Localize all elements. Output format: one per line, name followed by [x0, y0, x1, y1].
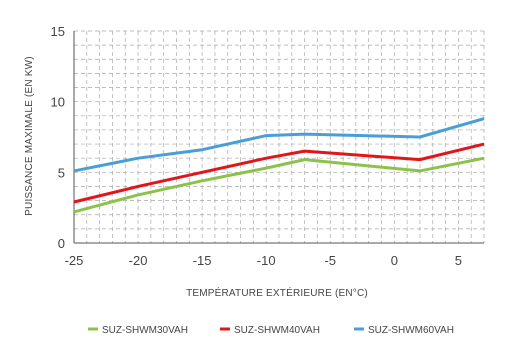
- series-line: [73, 117, 485, 173]
- chart-axes: [73, 31, 484, 244]
- y-tick-label: 15: [51, 24, 65, 39]
- y-tick-label: 0: [58, 236, 65, 251]
- x-tick-label: -25: [65, 253, 84, 268]
- x-tick-label: -20: [129, 253, 148, 268]
- y-tick-label: 5: [58, 165, 65, 180]
- x-tick-label: 0: [391, 253, 398, 268]
- x-tick-label: -15: [193, 253, 212, 268]
- chart-tick-labels: -25 -20 -15 -10 -5 0 5 0 5 10 15: [51, 24, 462, 268]
- x-tick-label: -10: [257, 253, 276, 268]
- legend-label: SUZ-SHWM60VAH: [368, 325, 454, 336]
- chart-grid: [73, 30, 485, 244]
- chart-legend: SUZ-SHWM30VAH SUZ-SHWM40VAH SUZ-SHWM60VAH: [88, 325, 454, 336]
- chart-series: [73, 117, 485, 214]
- x-tick-label: 5: [455, 253, 462, 268]
- legend-label: SUZ-SHWM30VAH: [102, 325, 188, 336]
- legend-label: SUZ-SHWM40VAH: [234, 325, 320, 336]
- y-axis-title: PUISSANCE MAXIMALE (EN KW): [24, 56, 35, 216]
- y-tick-label: 10: [51, 95, 65, 110]
- x-tick-label: -5: [324, 253, 336, 268]
- series-line: [73, 156, 485, 214]
- series-line: [73, 142, 485, 204]
- x-axis-title: TEMPÉRATURE EXTÉRIEURE (EN°C): [186, 286, 368, 299]
